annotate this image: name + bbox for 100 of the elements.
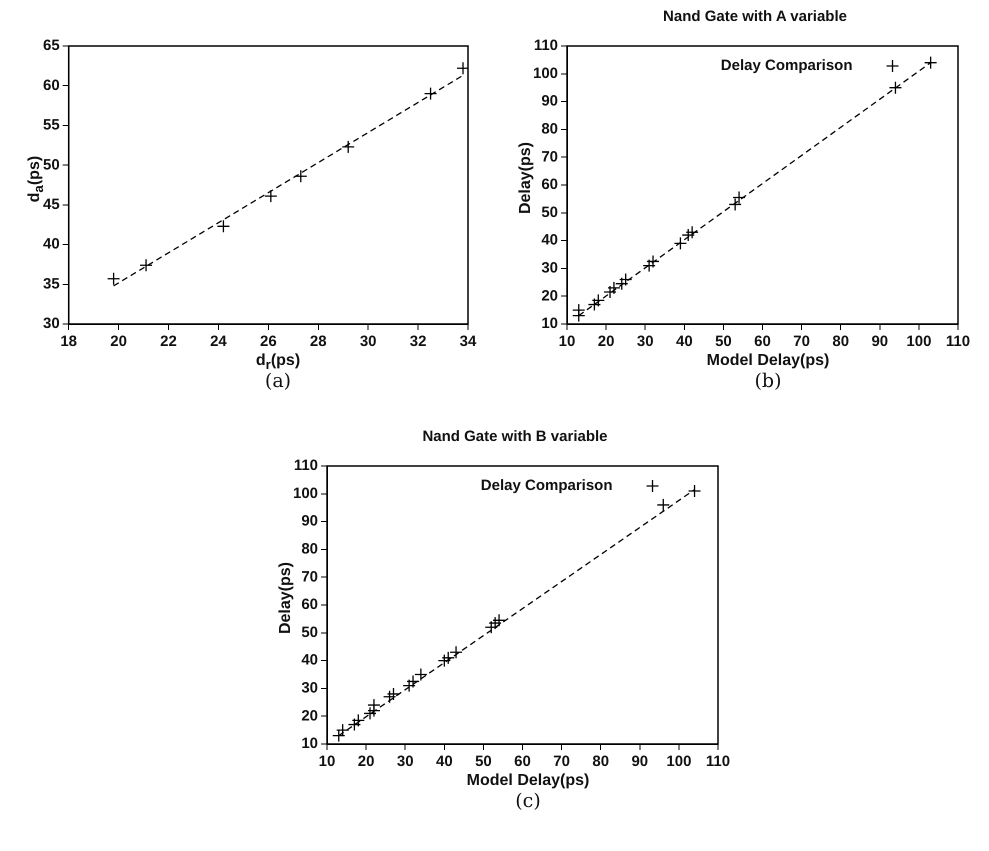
x-tick-label: 22 — [160, 333, 177, 350]
point — [442, 651, 455, 664]
x-tick-label: 60 — [754, 333, 771, 350]
x-tick-label: 10 — [558, 333, 576, 350]
x-tick-label: 30 — [636, 333, 654, 350]
y-tick-label: 65 — [42, 37, 60, 54]
point — [342, 140, 355, 154]
point — [414, 668, 428, 682]
chart-title: Nand Gate with A variable — [662, 8, 848, 25]
x-axis-title: Model Delay(ps) — [466, 772, 590, 790]
y-tick-label: 90 — [541, 92, 558, 110]
x-tick-label: 100 — [906, 333, 932, 350]
y-axis-title: Delay(ps) — [517, 142, 534, 214]
x-axis-title: d$_{r}$(ps) — [256, 352, 300, 372]
y-tick-label: 55 — [42, 116, 60, 134]
point — [642, 258, 656, 272]
point — [348, 718, 362, 732]
point — [615, 277, 628, 290]
x-tick-label: 100 — [666, 753, 692, 770]
x-tick-label: 80 — [832, 333, 850, 350]
x-axis-title: Model Delay(ps) — [706, 352, 830, 370]
point — [924, 56, 938, 70]
x-tick-label: 70 — [553, 753, 570, 770]
point — [106, 272, 120, 286]
legend-label: Delay Comparison — [720, 57, 853, 74]
y-tick-label: 70 — [541, 148, 558, 166]
point — [572, 303, 586, 317]
y-tick-label: 80 — [301, 540, 318, 558]
point — [382, 690, 396, 704]
x-tick-label: 20 — [598, 333, 614, 350]
y-tick-label: 60 — [301, 596, 318, 614]
point — [732, 190, 746, 204]
point — [352, 714, 365, 728]
y-tick-label: 100 — [532, 64, 558, 82]
x-tick-label: 26 — [260, 333, 277, 350]
x-tick-label: 80 — [592, 753, 610, 770]
point — [607, 281, 621, 295]
y-tick-label: 10 — [301, 735, 318, 752]
chart-title: Nand Gate with B variable — [421, 428, 609, 445]
y-tick-label: 50 — [301, 624, 318, 641]
y-tick-label: 110 — [294, 457, 318, 474]
text: (c) — [514, 790, 542, 812]
y-tick-label: 80 — [541, 120, 558, 138]
y-tick-label: 40 — [301, 652, 318, 669]
point — [424, 87, 438, 100]
point — [402, 678, 416, 692]
point — [367, 698, 381, 712]
point — [294, 170, 308, 183]
y-tick-label: 70 — [301, 568, 318, 586]
point — [492, 614, 506, 627]
point — [603, 285, 617, 299]
text: (b) — [754, 370, 782, 392]
y-tick-label: 60 — [42, 76, 60, 94]
x-tick-label: 60 — [514, 753, 531, 770]
point — [688, 484, 702, 498]
point — [484, 620, 498, 634]
y-tick-label: 20 — [301, 707, 318, 724]
x-tick-label: 90 — [871, 333, 888, 350]
point — [406, 674, 420, 688]
y-tick-label: 40 — [541, 232, 558, 249]
point — [646, 254, 660, 268]
y-tick-label: 20 — [541, 287, 558, 304]
point — [728, 198, 742, 212]
y-tick-label: 110 — [534, 37, 558, 54]
point — [264, 189, 278, 203]
point — [888, 81, 902, 94]
y-tick-label: 40 — [42, 236, 60, 253]
point — [386, 687, 400, 701]
text: (a) — [264, 370, 292, 392]
x-tick-label: 18 — [60, 333, 78, 350]
y-tick-label: 100 — [292, 484, 318, 502]
x-tick-label: 50 — [475, 753, 492, 770]
y-tick-label: 30 — [301, 680, 318, 697]
x-tick-label: 110 — [706, 753, 730, 770]
x-tick-label: 90 — [631, 753, 648, 770]
point — [682, 228, 695, 242]
point — [363, 706, 377, 720]
x-tick-label: 34 — [460, 333, 477, 350]
x-tick-label: 110 — [946, 333, 970, 350]
point — [588, 298, 602, 312]
x-tick-label: 20 — [358, 753, 374, 770]
point — [449, 646, 463, 659]
x-tick-label: 32 — [410, 333, 426, 350]
point — [332, 729, 346, 742]
y-tick-label: 50 — [541, 204, 558, 221]
point — [488, 616, 502, 630]
point — [139, 258, 153, 272]
point — [674, 236, 688, 250]
point — [619, 272, 632, 286]
x-tick-label: 28 — [310, 333, 327, 350]
point — [685, 226, 699, 239]
y-axis-title: Delay(ps) — [277, 562, 294, 634]
y-tick-label: 45 — [42, 196, 60, 213]
y-tick-label: 60 — [541, 176, 558, 194]
point — [592, 294, 605, 308]
y-tick-label: 10 — [541, 315, 558, 332]
x-tick-label: 30 — [396, 753, 414, 770]
x-tick-label: 40 — [676, 333, 693, 350]
x-tick-label: 10 — [318, 753, 336, 770]
x-tick-label: 50 — [715, 333, 732, 350]
